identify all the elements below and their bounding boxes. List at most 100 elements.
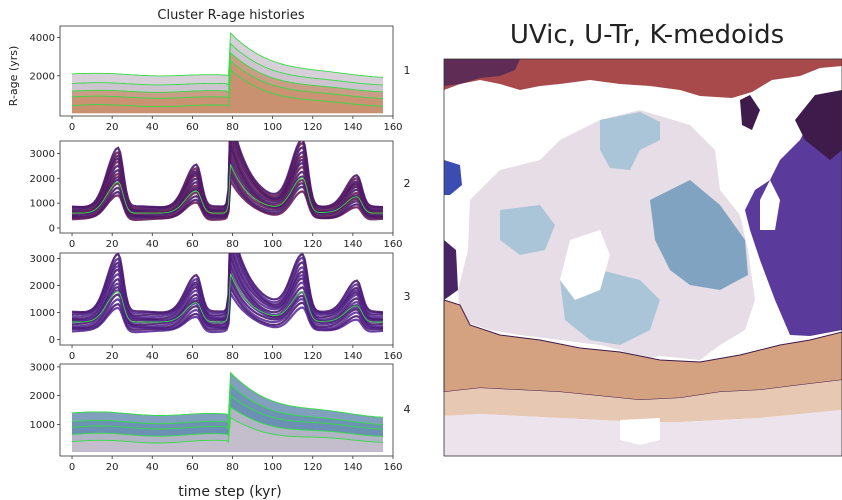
panel-4: 0 20 40 60 80 100 120 140 160 1000 2000 3000 4 [30, 362, 411, 473]
x-tick-label: 20 [106, 462, 119, 473]
x-tick-label: 100 [263, 239, 282, 250]
panel-1: 0 20 40 60 80 100 120 140 160 2000 4000 1 [30, 25, 411, 133]
percentile-line-p05 [71, 417, 384, 444]
x-tick-label: 140 [343, 351, 362, 362]
light-blue-patch-1 [600, 112, 660, 170]
y-tick-label: 4000 [30, 33, 55, 44]
brick-band [444, 59, 842, 98]
light-tan-band [444, 380, 842, 422]
panel-3: 0 20 40 60 80 100 120 140 160 0 1000 2000 3000 3 [30, 252, 411, 362]
x-tick-label: 120 [303, 239, 322, 250]
x-tick-label: 100 [263, 122, 282, 133]
x-tick-label: 160 [383, 462, 402, 473]
percentile-line-p95 [71, 32, 384, 78]
map-title: UVic, U-Tr, K-medoids [510, 20, 784, 50]
y-tick-label: 0 [49, 335, 55, 346]
panel-frame [59, 363, 394, 457]
x-tick-label: 100 [263, 351, 282, 362]
x-tick-label: 160 [383, 351, 402, 362]
purple-region [745, 95, 842, 336]
x-tick-label: 0 [69, 122, 75, 133]
x-tick-label: 60 [186, 122, 199, 133]
percentile-line-p50 [71, 394, 384, 430]
x-tick-label: 120 [303, 122, 322, 133]
x-tick-label: 140 [343, 462, 362, 473]
y-axis-label: R-age (yrs) [7, 46, 20, 107]
panel-frame [59, 252, 394, 346]
y-tick-label: 1000 [30, 199, 55, 210]
percentile-line-p75 [71, 383, 384, 426]
blue-fleck-left [444, 160, 462, 195]
y-tick-label: 3000 [30, 362, 55, 373]
y-tick-label: 2000 [30, 391, 55, 402]
x-tick-label: 120 [303, 462, 322, 473]
purple-fleck-left [444, 240, 458, 300]
x-tick-label: 20 [106, 351, 119, 362]
x-tick-label: 40 [146, 462, 159, 473]
left-title: Cluster R-age histories [157, 8, 304, 23]
y-tick-label: 2000 [30, 281, 55, 292]
panel-content [71, 141, 384, 221]
y-tick-label: 3000 [30, 149, 55, 160]
x-tick-label: 20 [106, 122, 119, 133]
x-tick-label: 40 [146, 239, 159, 250]
steel-blue-patch [650, 180, 748, 290]
panel-label: 4 [404, 403, 411, 416]
light-blue-patch-2 [500, 205, 555, 255]
panel-content [71, 371, 384, 452]
series-line [71, 253, 384, 314]
y-tick-label: 1000 [30, 308, 55, 319]
x-axis-label: time step (kyr) [178, 484, 281, 500]
x-tick-label: 40 [146, 122, 159, 133]
y-tick-label: 2000 [30, 174, 55, 185]
y-tick-label: 1000 [30, 420, 55, 431]
x-tick-label: 40 [146, 351, 159, 362]
panel-content [71, 32, 384, 114]
x-tick-label: 140 [343, 122, 362, 133]
x-tick-label: 80 [226, 122, 239, 133]
x-tick-label: 100 [263, 462, 282, 473]
percentile-line-p95 [71, 371, 384, 418]
y-tick-label: 2000 [30, 71, 55, 82]
x-tick-label: 80 [226, 351, 239, 362]
panel-content [71, 253, 384, 334]
percentile-line-p05 [71, 69, 383, 108]
median-line [72, 164, 383, 214]
panel-frame [59, 140, 394, 234]
x-tick-label: 0 [69, 462, 75, 473]
deep-purple-fleck [740, 95, 760, 130]
band-p05 [72, 70, 383, 114]
median-line [72, 273, 383, 323]
panel-label: 2 [404, 177, 411, 190]
deep-purple-patch [795, 90, 842, 160]
cluster-map [443, 58, 842, 457]
x-tick-label: 140 [343, 239, 362, 250]
x-tick-label: 60 [186, 462, 199, 473]
x-tick-label: 160 [383, 239, 402, 250]
white-hole-3 [620, 418, 660, 445]
x-tick-label: 0 [69, 351, 75, 362]
x-tick-label: 60 [186, 239, 199, 250]
x-tick-label: 60 [186, 351, 199, 362]
panel-label: 1 [404, 64, 411, 77]
dark-purple-patch [444, 59, 520, 86]
series-line [71, 141, 384, 209]
percentile-line-p25 [71, 406, 384, 437]
x-tick-label: 0 [69, 239, 75, 250]
lavender-region [458, 110, 755, 360]
x-tick-label: 160 [383, 122, 402, 133]
white-hole-1 [560, 230, 610, 300]
white-hole-2 [760, 180, 780, 230]
percentile-line-p75 [72, 42, 384, 86]
x-tick-label: 20 [106, 239, 119, 250]
y-tick-label: 0 [49, 224, 55, 235]
y-tick-label: 3000 [30, 254, 55, 265]
x-tick-label: 80 [226, 462, 239, 473]
panel-frame [59, 25, 394, 117]
map-frame [443, 58, 842, 457]
panel-label: 3 [404, 290, 411, 303]
percentile-line-p25 [71, 59, 383, 99]
percentile-line-p50 [71, 51, 384, 94]
